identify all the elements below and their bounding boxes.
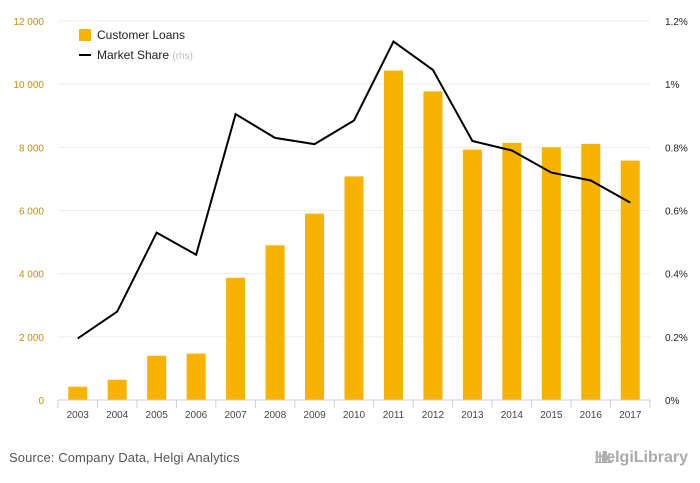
- y-tick-label-left: 10 000: [13, 80, 44, 91]
- x-tick-label: 2004: [106, 410, 129, 421]
- brand-text: HelgiLibrary: [594, 449, 688, 466]
- bar: [226, 277, 246, 400]
- legend-label-customer-loans: Customer Loans: [97, 28, 185, 42]
- y-tick-label-left: 4 000: [19, 270, 44, 281]
- y-tick-label-right: 0.2%: [665, 333, 688, 344]
- market-share-line: [77, 40, 631, 340]
- legend-rhs-suffix: (rhs): [172, 51, 193, 62]
- x-tick-label: 2010: [343, 410, 366, 421]
- x-tick-label: 2012: [422, 410, 445, 421]
- y-tick-label-right: 1%: [665, 80, 680, 91]
- y-tick-label-left: 8 000: [19, 143, 44, 154]
- y-tick-label-left: 12 000: [13, 17, 44, 28]
- x-tick-label: 2016: [580, 410, 603, 421]
- y-tick-label-right: 0.6%: [665, 207, 688, 218]
- bar: [147, 355, 167, 400]
- bar-series: [68, 70, 640, 401]
- x-tick-label: 2013: [461, 410, 484, 421]
- y-tick-label-left: 6 000: [19, 207, 44, 218]
- bar: [344, 176, 364, 400]
- helgi-library-logo: HelgiLibrary: [594, 449, 688, 467]
- bar: [423, 91, 443, 400]
- x-tick-label: 2017: [619, 410, 642, 421]
- bar: [186, 353, 206, 400]
- bar: [383, 70, 403, 401]
- x-tick-label: 2015: [540, 410, 563, 421]
- y-tick-label-right: 0.8%: [665, 143, 688, 154]
- bar: [305, 213, 325, 400]
- bar: [541, 147, 561, 400]
- library-logo-icon: [594, 451, 612, 463]
- y-axis-left: 0 2 000 4 000 6 000 8 000 10 000 12 000: [13, 17, 44, 407]
- bar: [265, 245, 285, 400]
- bar: [107, 379, 127, 400]
- bar: [620, 160, 640, 400]
- legend-swatch-customer-loans: [79, 29, 91, 41]
- line-series: [77, 40, 631, 340]
- bar: [502, 142, 522, 400]
- x-tick-label: 2006: [185, 410, 208, 421]
- x-tick-label: 2005: [146, 410, 169, 421]
- x-tick-label: 2014: [501, 410, 524, 421]
- y-tick-label-left: 2 000: [19, 333, 44, 344]
- x-tick-label: 2003: [67, 410, 90, 421]
- legend-label-market-share: Market Share (rhs): [97, 48, 193, 62]
- source-note: Source: Company Data, Helgi Analytics: [9, 450, 240, 465]
- bar: [462, 149, 482, 400]
- y-tick-label-right: 0.4%: [665, 270, 688, 281]
- x-axis: 2003 2004 2005 2006 2007 2008 2009 2010 2011 2012…: [57, 399, 651, 421]
- combo-chart: 2003 2004 2005 2006 2007 2008 2009 2010 2011 2012…: [13, 17, 688, 421]
- y-tick-label-right: 1.2%: [665, 17, 688, 28]
- x-tick-label: 2008: [264, 410, 287, 421]
- x-tick-label: 2009: [303, 410, 326, 421]
- y-tick-label-left: 0: [38, 396, 44, 407]
- x-tick-label: 2007: [224, 410, 247, 421]
- y-tick-label-right: 0%: [665, 396, 680, 407]
- bar: [68, 386, 88, 400]
- y-axis-right: 0% 0.2% 0.4% 0.6% 0.8% 1% 1.2%: [665, 17, 688, 407]
- x-tick-label: 2011: [383, 410, 405, 421]
- bar: [581, 143, 601, 400]
- legend: Customer Loans Market Share (rhs): [79, 28, 193, 62]
